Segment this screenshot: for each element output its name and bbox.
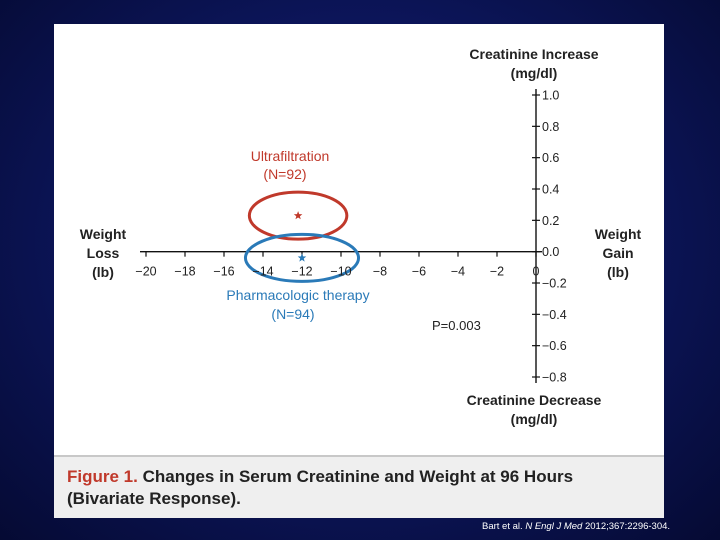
caption-bar: [54, 455, 664, 518]
y-tick-label: 1.0: [542, 89, 559, 103]
labels-layer: −20 −18 −16 −14 −12 −10 −8 −6 −4 −2 01.00.80.60.40…: [80, 46, 642, 427]
y-axis-label-top-units: (mg/dl): [511, 65, 558, 81]
y-tick-label: −0.8: [542, 371, 567, 385]
y-tick-label: 0.0: [542, 245, 559, 259]
point-marker-ultrafiltration: [293, 211, 303, 220]
citation: Bart et al. N Engl J Med 2012;367:2296-3…: [482, 521, 670, 532]
y-tick-label: −0.4: [542, 308, 567, 322]
series-n-pharmacologic: (N=94): [271, 306, 314, 322]
x-tick-label: −14: [252, 265, 273, 279]
x-axis-label-right: Gain: [602, 245, 633, 261]
x-tick-label: −2: [490, 265, 504, 279]
confidence-ellipse-ultrafiltration: [247, 190, 349, 241]
citation-authors: Bart et al.: [482, 521, 523, 532]
x-axis-label-right: (lb): [607, 264, 629, 280]
figure-panel: [54, 24, 664, 518]
x-tick-label: −6: [412, 265, 426, 279]
y-tick-label: −0.2: [542, 277, 567, 291]
y-tick-label: 0.4: [542, 183, 559, 197]
x-tick-label: −10: [330, 265, 351, 279]
x-axis-label-right: Weight: [595, 226, 642, 242]
x-tick-label: −16: [213, 265, 234, 279]
y-tick-label: 0.6: [542, 151, 559, 165]
y-axis-label-bottom: Creatinine Decrease: [467, 392, 602, 408]
point-marker-pharmacologic: [297, 253, 307, 262]
y-axis-label-top: Creatinine Increase: [469, 46, 598, 62]
y-tick-label: 0.2: [542, 214, 559, 228]
x-tick-label: −12: [291, 265, 312, 279]
x-tick-label: 0: [533, 265, 540, 279]
x-axis-label-left: Weight: [80, 226, 127, 242]
axes-layer: [140, 89, 542, 383]
citation-journal: N Engl J Med: [525, 521, 583, 532]
figure-title: Changes in Serum Creatinine and Weight a…: [67, 467, 574, 508]
y-tick-label: 0.8: [542, 120, 559, 134]
caption-divider: [54, 455, 664, 457]
y-tick-label: −0.6: [542, 339, 567, 353]
series-label-ultrafiltration: Ultrafiltration: [251, 148, 330, 164]
x-tick-label: −4: [451, 265, 465, 279]
series-label-pharmacologic: Pharmacologic therapy: [226, 287, 369, 303]
p-value-annotation: P=0.003: [432, 318, 481, 333]
x-tick-label: −20: [135, 265, 156, 279]
figure-caption: Figure 1. Changes in Serum Creatinine an…: [67, 466, 647, 510]
citation-details: 2012;367:2296-304.: [584, 521, 671, 532]
confidence-ellipse-pharmacologic: [243, 232, 361, 283]
x-axis-label-left: (lb): [92, 264, 114, 280]
series-n-ultrafiltration: (N=92): [263, 166, 306, 182]
x-tick-label: −18: [174, 265, 195, 279]
x-tick-label: −8: [373, 265, 387, 279]
x-axis-label-left: Loss: [87, 245, 120, 261]
y-axis-label-bottom-units: (mg/dl): [511, 411, 558, 427]
figure-label: Figure 1.: [67, 467, 138, 486]
marks-layer: [243, 190, 361, 283]
